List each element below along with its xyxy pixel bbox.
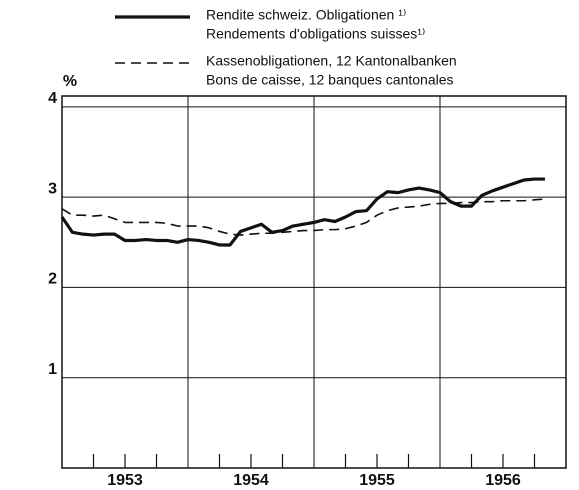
x-tick-label: 1953 bbox=[107, 472, 143, 489]
x-tick-label: 1956 bbox=[485, 472, 521, 489]
y-tick-label: 2 bbox=[48, 271, 57, 288]
data-line bbox=[60, 177, 545, 247]
data-line bbox=[61, 198, 546, 236]
legend-label: Rendite schweiz. Obligationen ¹⁾ bbox=[206, 7, 406, 23]
legend-label: Bons de caisse, 12 banques cantonales bbox=[206, 72, 454, 88]
x-tick-label: 1954 bbox=[233, 472, 269, 489]
legend-label: Rendements d'obligations suisses¹⁾ bbox=[206, 26, 425, 42]
y-axis-label: % bbox=[63, 73, 77, 90]
legend-label: Kassenobligationen, 12 Kantonalbanken bbox=[206, 53, 457, 69]
y-tick-label: 1 bbox=[48, 361, 57, 378]
y-tick-label: 3 bbox=[48, 180, 57, 197]
x-tick-label: 1955 bbox=[359, 472, 395, 489]
y-tick-label: 4 bbox=[48, 90, 57, 107]
